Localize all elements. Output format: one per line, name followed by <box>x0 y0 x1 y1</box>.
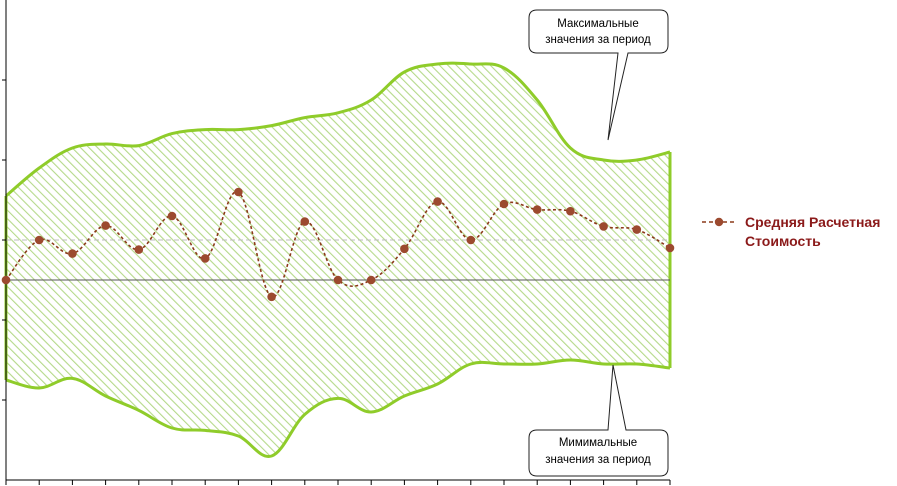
data-point-15 <box>499 199 509 209</box>
min-callout: Мимимальные значения за период <box>528 364 669 477</box>
data-point-16 <box>532 205 542 214</box>
band-lower-edge <box>5 358 671 458</box>
data-point-3 <box>101 221 110 230</box>
data-point-18 <box>599 222 608 231</box>
max-callout-line1: Максимальные <box>557 18 638 30</box>
data-point-7 <box>234 187 243 197</box>
max-callout: Максимальные значения за период <box>528 9 669 141</box>
data-point-8 <box>267 292 276 302</box>
data-point-17 <box>566 206 575 216</box>
data-point-9 <box>300 217 310 226</box>
data-point-19 <box>632 225 642 234</box>
min-callout-line1: Мимимальные <box>559 437 637 449</box>
legend-label-line1: Средняя Расчетная <box>745 214 880 230</box>
band-fill <box>6 63 670 457</box>
data-point-20 <box>665 243 675 253</box>
series-line-0 <box>5 191 671 298</box>
data-point-6 <box>200 254 210 263</box>
data-point-0 <box>1 275 11 285</box>
data-point-2 <box>68 249 77 258</box>
min-callout-box <box>528 364 669 477</box>
data-point-10 <box>333 275 343 285</box>
legend-label-line2: Стоимость <box>745 233 821 249</box>
data-point-12 <box>400 244 409 254</box>
data-point-5 <box>167 211 177 221</box>
max-callout-box <box>528 9 669 141</box>
band-upper-edge <box>5 61 671 198</box>
data-point-11 <box>366 275 376 285</box>
legend: Средняя Расчетная Стоимость <box>702 214 880 249</box>
legend-marker <box>714 217 724 227</box>
min-callout-line2: значения за период <box>545 454 651 466</box>
max-callout-line2: значения за период <box>545 34 651 46</box>
data-point-14 <box>466 235 476 245</box>
data-point-4 <box>134 245 144 254</box>
data-point-1 <box>34 235 44 245</box>
data-point-13 <box>433 197 442 206</box>
